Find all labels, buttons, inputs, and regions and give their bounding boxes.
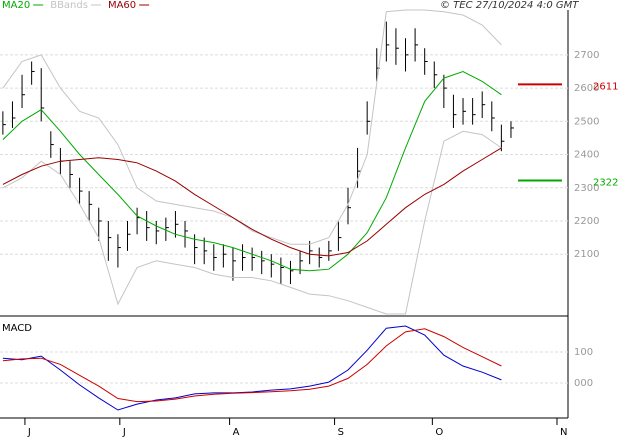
macd-line — [2, 325, 502, 411]
y-tick-label: 000 — [574, 378, 593, 389]
band-upper — [2, 9, 502, 245]
y-tick-label: 2300 — [574, 183, 599, 194]
y-tick-label: 2500 — [574, 116, 599, 127]
x-tick-label: O — [435, 427, 443, 438]
ma-line — [2, 70, 502, 272]
legend-label: BBands — [50, 0, 88, 11]
x-tick-label: N — [560, 427, 567, 438]
y-tick-label: 2100 — [574, 249, 599, 260]
x-tick-label: J — [122, 427, 126, 438]
y-tick-label: 2400 — [574, 150, 599, 161]
ma-line — [2, 147, 502, 257]
y-tick-label: 100 — [574, 347, 593, 358]
level-label: 2611 — [593, 81, 618, 92]
x-tick-label: A — [233, 427, 240, 438]
y-tick-label: 2200 — [574, 216, 599, 227]
panel-title: MACD — [2, 323, 32, 334]
x-tick-label: S — [338, 427, 344, 438]
legend-label: MA60 — [108, 0, 136, 11]
band-lower — [2, 130, 502, 315]
level-label: 2322 — [593, 177, 618, 188]
y-tick-label: 2700 — [574, 50, 599, 61]
legend-label: MA20 — [2, 0, 30, 11]
y-tick-label: 2600 — [574, 83, 599, 94]
macd-line — [2, 328, 502, 403]
credit: © TEC 27/10/2024 4:0 GMT — [440, 0, 579, 11]
x-tick-label: J — [27, 427, 31, 438]
